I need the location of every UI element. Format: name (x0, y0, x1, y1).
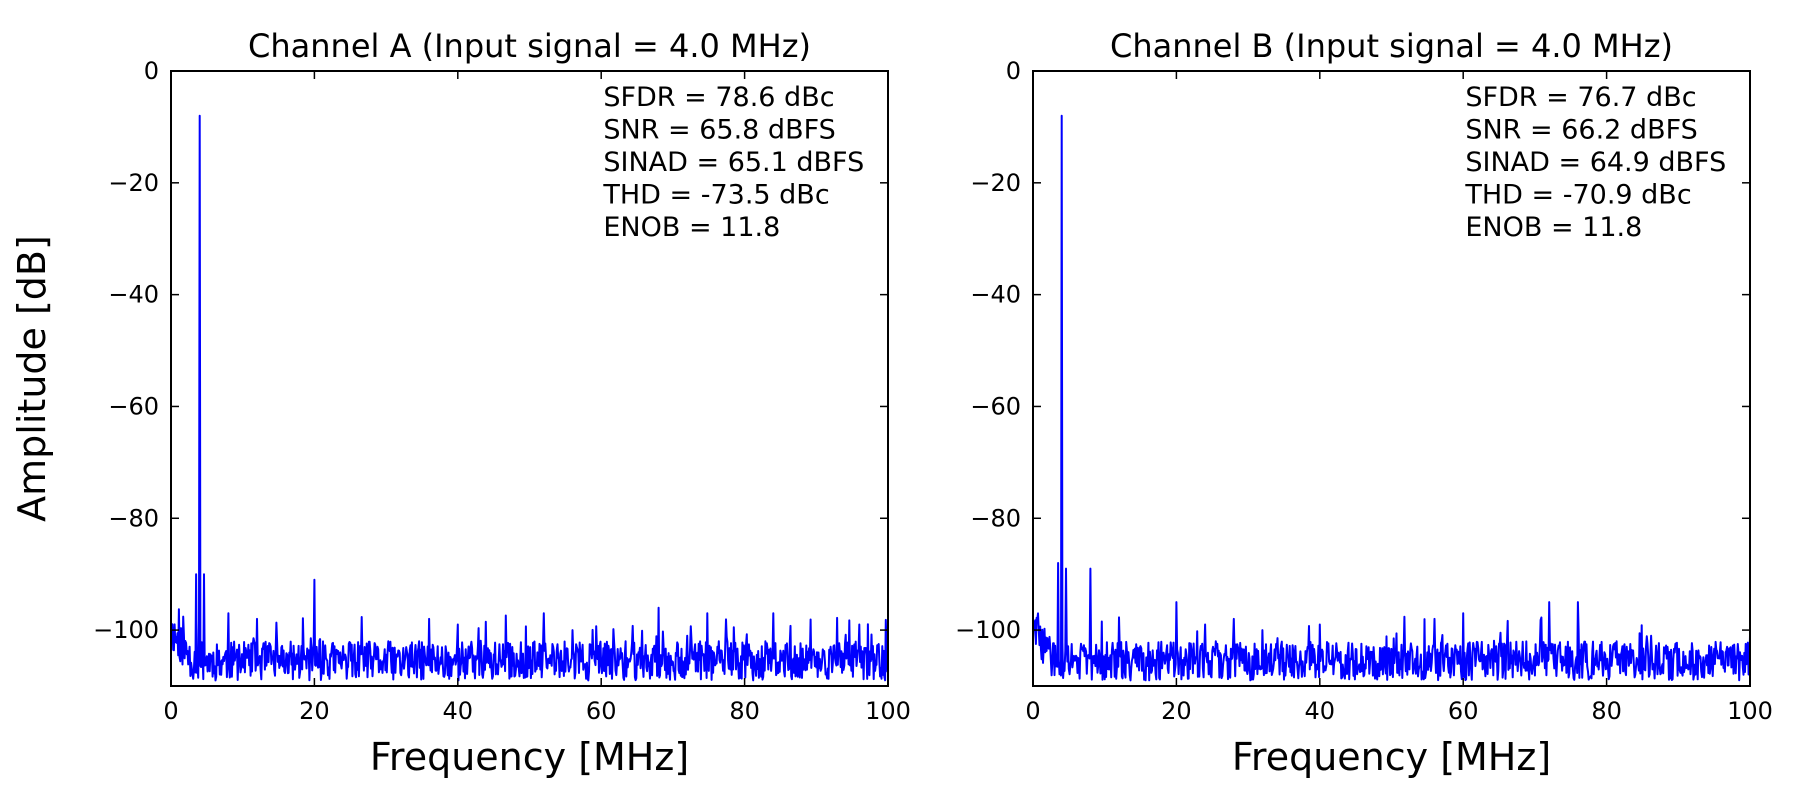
chart-0-ytick-label: −80 (108, 504, 159, 532)
chart-1-x-axis-label: Frequency [MHz] (1232, 735, 1551, 779)
chart-1-metric-annotation: SFDR = 76.7 dBc (1465, 82, 1696, 113)
chart-1-xtick-label: 80 (1591, 697, 1622, 725)
chart-1-xtick-label: 40 (1305, 697, 1336, 725)
chart-0-metric-annotation: SINAD = 65.1 dBFS (603, 147, 864, 178)
chart-0-xtick-label: 80 (729, 697, 760, 725)
chart-0-title: Channel A (Input signal = 4.0 MHz) (248, 27, 811, 65)
chart-1-metric-annotation: SNR = 66.2 dBFS (1465, 115, 1697, 146)
chart-1-ytick-label: −60 (970, 392, 1021, 420)
chart-0-ytick-label: −40 (108, 281, 159, 309)
chart-1-spectrum-line (1033, 114, 1750, 682)
chart-0-spectrum-line (171, 114, 888, 682)
chart-1-xtick-label: 100 (1727, 697, 1773, 725)
chart-0-ytick-label: −60 (108, 392, 159, 420)
chart-0-xtick-label: 100 (865, 697, 911, 725)
chart-0-metric-annotation: ENOB = 11.8 (603, 212, 780, 243)
chart-1-ytick-label: 0 (1006, 57, 1021, 85)
chart-0-xtick-label: 20 (299, 697, 330, 725)
chart-1-ytick-label: −80 (970, 504, 1021, 532)
chart-1-xtick-label: 0 (1025, 697, 1040, 725)
chart-0-metric-annotation: THD = -73.5 dBc (602, 180, 829, 211)
chart-1-metric-annotation: ENOB = 11.8 (1465, 212, 1642, 243)
chart-0-y-axis-label: Amplitude [dB] (10, 235, 54, 522)
chart-1-ytick-label: −20 (970, 169, 1021, 197)
chart-0-ytick-label: −20 (108, 169, 159, 197)
channel-b-panel: 0 20 40 60 80 100 0 −20 −40 −60 −80 −100 Channel B (… (955, 27, 1773, 779)
chart-0-ytick-label: 0 (144, 57, 159, 85)
chart-0-ytick-label: −100 (93, 616, 159, 644)
chart-0-metric-annotation: SFDR = 78.6 dBc (603, 82, 834, 113)
chart-1-metric-annotation: THD = -70.9 dBc (1464, 180, 1691, 211)
chart-0-x-axis-label: Frequency [MHz] (370, 735, 689, 779)
chart-1-ytick-label: −100 (955, 616, 1021, 644)
chart-1-xtick-label: 20 (1161, 697, 1192, 725)
chart-0-metric-annotation: SNR = 65.8 dBFS (603, 115, 835, 146)
chart-0-xtick-label: 40 (443, 697, 474, 725)
chart-1-metric-annotation: SINAD = 64.9 dBFS (1465, 147, 1726, 178)
chart-0-plot-frame (170, 70, 889, 687)
chart-1-xtick-label: 60 (1448, 697, 1479, 725)
chart-0-xtick-label: 0 (163, 697, 178, 725)
chart-0-xtick-label: 60 (586, 697, 617, 725)
chart-1-title: Channel B (Input signal = 4.0 MHz) (1110, 27, 1673, 65)
chart-1-plot-frame (1032, 70, 1751, 687)
channel-a-panel: 0 20 40 60 80 100 0 −20 −40 −60 −80 −100 Channel A (… (10, 27, 911, 779)
chart-1-ytick-label: −40 (970, 281, 1021, 309)
